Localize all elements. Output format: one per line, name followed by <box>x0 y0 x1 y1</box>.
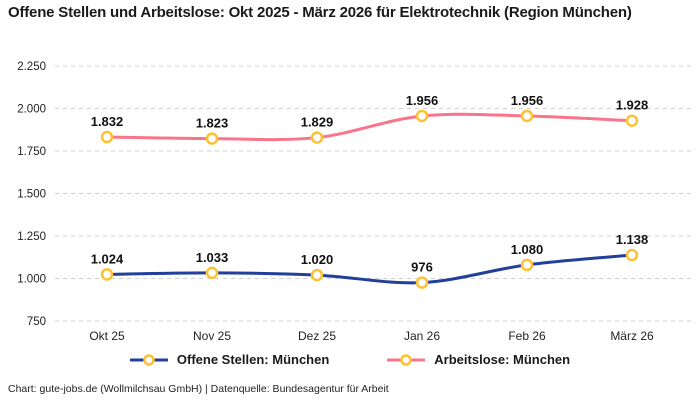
y-axis-tick-label: 1.250 <box>17 231 46 243</box>
series-line <box>105 253 634 285</box>
x-axis-tick-label: Jan 26 <box>404 329 440 343</box>
x-axis-tick-label: Nov 25 <box>193 329 231 343</box>
data-point-marker[interactable] <box>310 131 324 144</box>
data-point-marker[interactable] <box>205 266 219 280</box>
legend: Offene Stellen: München Arbeitslose: Münc… <box>0 352 700 367</box>
data-point-marker[interactable] <box>310 268 324 282</box>
data-point-label: 1.033 <box>196 250 229 265</box>
x-axis-tick-label: Feb 26 <box>508 329 546 343</box>
series-line <box>105 112 634 142</box>
data-point-label: 1.080 <box>511 242 544 257</box>
data-point-marker[interactable] <box>520 109 534 123</box>
x-axis-tick-label: März 26 <box>610 329 654 343</box>
x-axis-tick-label: Dez 25 <box>298 329 336 343</box>
data-point-label: 1.138 <box>616 232 649 247</box>
data-point-label: 1.956 <box>406 93 439 108</box>
y-axis-tick-label: 2.000 <box>17 104 46 116</box>
chart-plot-area: 2.250 2.000 1.750 1.500 1.250 1.000 750 Okt 25 N… <box>17 61 692 343</box>
data-point-marker[interactable] <box>625 114 639 127</box>
y-axis-tick-label: 1.500 <box>17 189 46 201</box>
data-point-marker[interactable] <box>625 248 639 262</box>
legend-label: Offene Stellen: München <box>176 352 330 367</box>
data-point-marker[interactable] <box>100 268 114 281</box>
legend-line-marker-icon <box>387 353 426 366</box>
data-point-label: 1.829 <box>301 115 334 130</box>
x-axis-tick-label: Okt 25 <box>89 329 125 343</box>
data-point-label: 1.928 <box>616 98 649 113</box>
y-axis-tick-label: 1.000 <box>17 274 46 286</box>
y-axis-tick-label: 2.250 <box>17 61 46 73</box>
data-point-marker[interactable] <box>100 130 114 144</box>
data-point-marker[interactable] <box>415 109 429 123</box>
chart-title: Offene Stellen und Arbeitslose: Okt 2025… <box>8 4 632 21</box>
legend-item[interactable]: Offene Stellen: München <box>129 352 330 367</box>
data-point-marker[interactable] <box>520 258 534 272</box>
legend-item[interactable]: Arbeitslose: München <box>387 352 570 367</box>
source-attribution: Chart: gute-jobs.de (Wollmilchsau GmbH) … <box>8 383 389 395</box>
data-point-label: 1.832 <box>91 114 124 129</box>
data-point-label: 1.956 <box>511 93 544 108</box>
y-axis-tick-label: 1.750 <box>17 146 46 158</box>
data-point-marker[interactable] <box>205 132 219 145</box>
data-point-label: 1.823 <box>196 116 229 131</box>
data-point-label: 1.020 <box>301 252 334 267</box>
y-axis-tick-label: 750 <box>27 316 46 328</box>
data-point-label: 1.024 <box>91 251 124 266</box>
legend-line-marker-icon <box>129 353 168 366</box>
data-point-marker[interactable] <box>415 276 429 289</box>
data-point-label: 976 <box>411 260 433 275</box>
legend-label: Arbeitslose: München <box>434 352 571 367</box>
